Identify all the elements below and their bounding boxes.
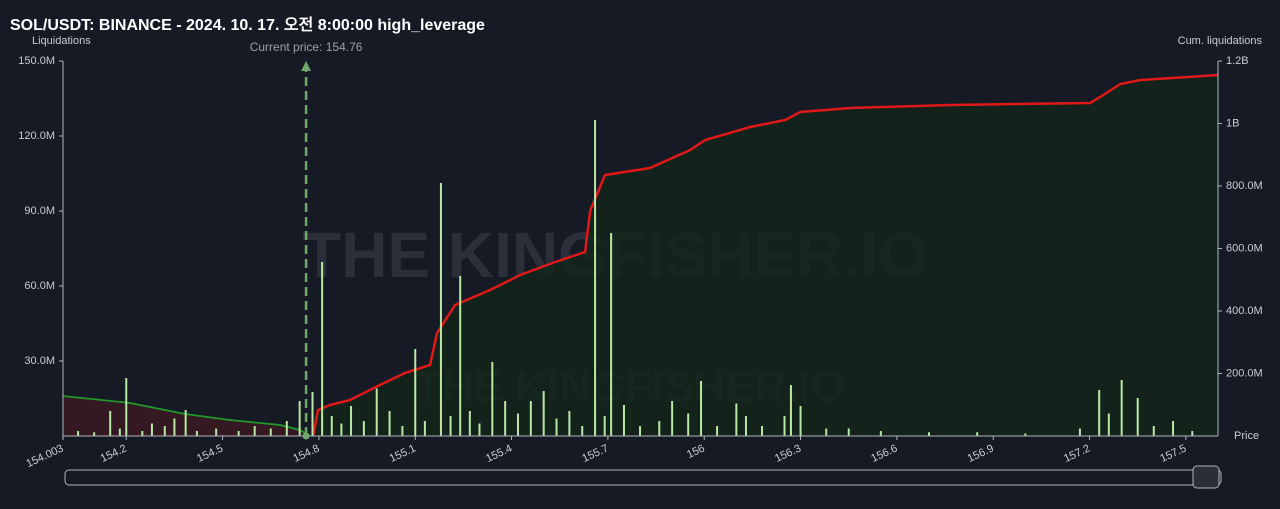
- scroll-handle[interactable]: [1192, 465, 1220, 489]
- bar: [976, 432, 979, 436]
- line: [311, 73, 1219, 437]
- bar: [285, 421, 288, 436]
- bar: [362, 421, 365, 436]
- bar: [1098, 390, 1101, 436]
- y2-tick-label: 800.0M: [1226, 180, 1263, 192]
- bar: [622, 405, 625, 436]
- bar: [423, 421, 426, 436]
- bar: [789, 385, 792, 436]
- bar: [1024, 433, 1027, 436]
- bar: [825, 428, 828, 436]
- x-axis-label: Price: [1234, 430, 1259, 442]
- bar: [118, 428, 121, 436]
- y-tick-label: 30.0M: [24, 355, 55, 367]
- y2-tick-label: 1.2B: [1226, 55, 1249, 67]
- bar: [449, 416, 452, 436]
- bar: [298, 401, 301, 436]
- bar: [1152, 426, 1155, 436]
- bar: [401, 426, 404, 436]
- bar: [1191, 431, 1194, 436]
- scrollbar[interactable]: [64, 469, 1222, 486]
- bar: [237, 431, 240, 436]
- bar: [414, 349, 417, 436]
- bar: [141, 431, 144, 436]
- y2-axis-label: Cum. liquidations: [1178, 35, 1263, 47]
- current-price-dot: [302, 432, 310, 440]
- bar: [269, 428, 272, 436]
- bar: [459, 276, 462, 436]
- bar: [555, 418, 558, 436]
- bar: [639, 426, 642, 436]
- bar: [215, 428, 218, 436]
- bar: [1172, 421, 1175, 436]
- bar: [504, 401, 507, 436]
- bar: [350, 406, 353, 436]
- bar: [491, 362, 494, 436]
- bar: [150, 423, 153, 436]
- bar: [375, 388, 378, 436]
- annotation: Current price: 154.76: [250, 40, 363, 54]
- y2-tick-label: 200.0M: [1226, 367, 1263, 379]
- bar: [125, 378, 128, 436]
- y2-tick-label: 1B: [1226, 117, 1239, 129]
- bar: [517, 413, 519, 436]
- bar: [744, 416, 747, 436]
- bar: [195, 431, 198, 436]
- bar: [783, 416, 786, 436]
- bar: [529, 401, 532, 436]
- bar: [603, 416, 606, 436]
- bar: [1120, 380, 1123, 436]
- bar: [928, 432, 931, 436]
- bar: [847, 428, 850, 436]
- y-tick-label: 150.0M: [18, 55, 55, 67]
- bar: [321, 262, 324, 436]
- y-tick-label: 60.0M: [24, 280, 55, 292]
- bar: [879, 431, 882, 436]
- bar: [163, 426, 166, 436]
- bar: [93, 432, 96, 436]
- bar: [340, 423, 343, 436]
- bar: [184, 410, 187, 436]
- y2-tick-label: 600.0M: [1226, 242, 1263, 254]
- bar: [439, 183, 442, 436]
- bar: [658, 421, 661, 436]
- bar: [1107, 413, 1110, 436]
- bar: [330, 416, 333, 436]
- bar: [77, 431, 80, 436]
- bar: [581, 426, 584, 436]
- bar: [311, 392, 314, 436]
- bar: [1136, 398, 1139, 436]
- bar: [799, 406, 802, 436]
- bar: [253, 426, 256, 436]
- y2-tick-label: 400.0M: [1226, 305, 1263, 317]
- chart-title: SOL/USDT: BINANCE - 2024. 10. 17. 오전 8:0…: [10, 16, 485, 34]
- bar: [542, 391, 545, 436]
- y-axis-label: Liquidations: [32, 35, 91, 47]
- bar: [687, 413, 690, 436]
- area: [313, 75, 1219, 436]
- bar: [468, 411, 471, 436]
- bar: [594, 120, 597, 436]
- bar: [173, 418, 176, 436]
- y-tick-label: 120.0M: [18, 130, 55, 142]
- plot: [62, 73, 1219, 437]
- bar: [109, 411, 112, 436]
- bar: [388, 411, 391, 436]
- bar: [478, 423, 481, 436]
- y-tick-label: 90.0M: [24, 205, 55, 217]
- arrow-head: [301, 61, 312, 71]
- bar: [735, 403, 738, 436]
- bar: [761, 426, 764, 436]
- bar: [610, 233, 613, 436]
- bar: [671, 401, 674, 436]
- bar: [716, 426, 719, 436]
- bar: [1078, 428, 1081, 436]
- bar: [568, 411, 571, 436]
- bar: [700, 381, 703, 436]
